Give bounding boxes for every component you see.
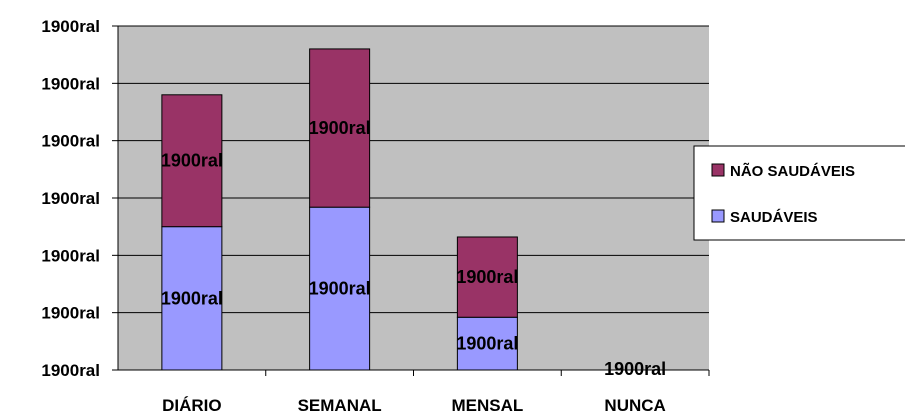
data-label: 1900ral bbox=[456, 267, 518, 287]
y-tick-label: 1900ral bbox=[41, 132, 100, 151]
y-tick-label: 1900ral bbox=[41, 246, 100, 265]
y-axis-tick-labels: 1900ral 1900ral 1900ral 1900ral 1900ral 1900r… bbox=[41, 17, 100, 380]
y-tick-label: 1900ral bbox=[41, 189, 100, 208]
bar-segment bbox=[456, 316, 518, 371]
data-labels: 1900ral 1900ral 1900ral 1900ral 1900ral 1900r… bbox=[161, 118, 666, 379]
bar-segment bbox=[309, 48, 371, 208]
legend-label: SAUDÁVEIS bbox=[730, 209, 818, 226]
x-category-label: MENSAL bbox=[451, 396, 523, 415]
data-label: 1900ral bbox=[161, 151, 223, 171]
y-tick-label: 1900ral bbox=[41, 361, 100, 380]
y-tick-label: 1900ral bbox=[41, 304, 100, 323]
data-label: 1900ral bbox=[456, 334, 518, 354]
x-category-label: NUNCA bbox=[604, 396, 665, 415]
data-label: 1900ral bbox=[604, 359, 666, 379]
legend-box bbox=[693, 145, 905, 241]
y-tick-label: 1900ral bbox=[41, 74, 100, 93]
bar-segment bbox=[456, 236, 518, 318]
x-category-label: SEMANAL bbox=[298, 396, 382, 415]
x-axis-category-labels: DIÁRIO SEMANAL MENSAL NUNCA bbox=[162, 370, 666, 415]
y-tick-label: 1900ral bbox=[41, 17, 100, 36]
legend-swatch bbox=[711, 163, 725, 177]
legend-swatch bbox=[711, 209, 725, 223]
data-label: 1900ral bbox=[161, 288, 223, 308]
legend-label: NÃO SAUDÁVEIS bbox=[730, 162, 855, 180]
axes bbox=[117, 26, 710, 376]
legend: NÃO SAUDÁVEIS SAUDÁVEIS bbox=[693, 145, 905, 241]
data-label: 1900ral bbox=[309, 279, 371, 299]
data-label: 1900ral bbox=[309, 118, 371, 138]
bar-segment bbox=[161, 94, 223, 228]
x-category-label: DIÁRIO bbox=[162, 396, 222, 415]
bars bbox=[161, 48, 518, 371]
